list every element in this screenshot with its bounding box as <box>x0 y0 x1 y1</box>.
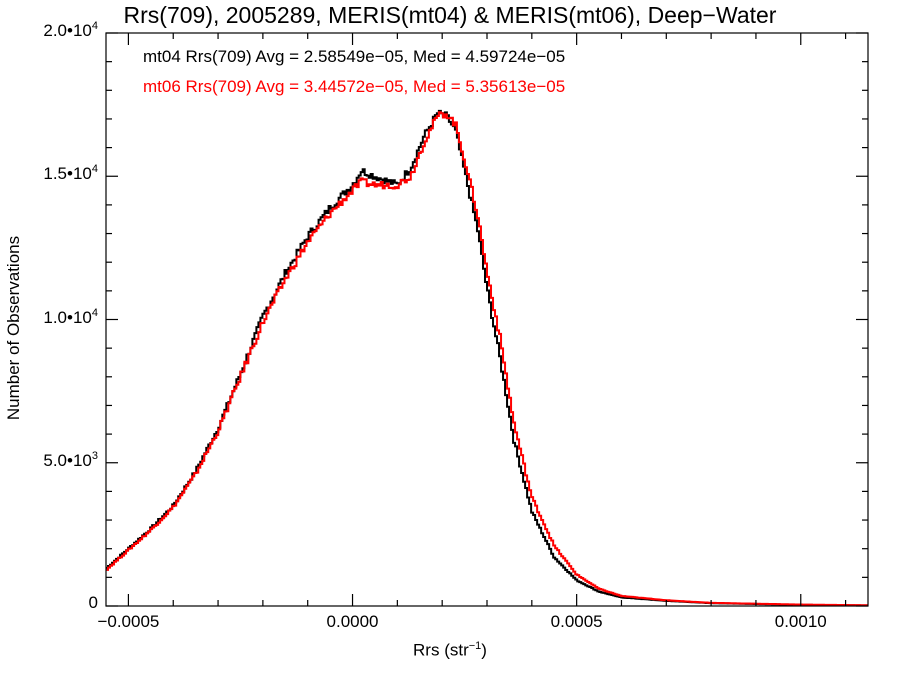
x-axis-label: Rrs (str−1) <box>0 640 900 661</box>
y-tick-exponent: 3 <box>91 449 98 462</box>
y-tick-mantissa: 5.0•10 <box>43 450 92 470</box>
x-axis-label-exponent: −1 <box>468 640 482 652</box>
y-axis-label: Number of Observations <box>4 235 23 421</box>
x-tick-label: 0.0010 <box>774 612 827 631</box>
legend-mt04: mt04 Rrs(709) Avg = 2.58549e−05, Med = 4… <box>143 47 566 66</box>
y-tick-exponent: 4 <box>91 163 98 176</box>
y-tick-label: 1.5•104 <box>43 163 98 184</box>
y-tick-label: 1.0•104 <box>43 307 98 328</box>
y-tick-mantissa: 1.0•10 <box>43 307 92 327</box>
y-tick-mantissa: 0 <box>88 593 98 612</box>
chart-title: Rrs(709), 2005289, MERIS(mt04) & MERIS(m… <box>123 2 777 28</box>
y-tick-label: 2.0•104 <box>43 20 98 41</box>
legend-mt06: mt06 Rrs(709) Avg = 3.44572e−05, Med = 5… <box>143 77 566 96</box>
x-axis-label-text: Rrs (str <box>413 640 469 660</box>
series-layer <box>106 109 868 607</box>
y-tick-label: 0 <box>89 593 98 613</box>
tick-layer <box>106 32 868 607</box>
x-tick-label: −0.0005 <box>97 612 160 631</box>
x-tick-label: 0.0005 <box>550 612 603 631</box>
x-axis-label-close: ) <box>481 640 487 660</box>
y-tick-mantissa: 1.5•10 <box>43 164 92 184</box>
y-tick-exponent: 4 <box>91 20 98 32</box>
y-tick-exponent: 4 <box>91 306 98 319</box>
x-tick-label: 0.0000 <box>326 612 379 631</box>
series-line-0 <box>106 109 868 607</box>
series-line-1 <box>106 111 868 607</box>
y-tick-label: 5.0•103 <box>43 450 98 471</box>
plot-frame <box>105 32 869 607</box>
y-tick-mantissa: 2.0•10 <box>43 21 92 40</box>
